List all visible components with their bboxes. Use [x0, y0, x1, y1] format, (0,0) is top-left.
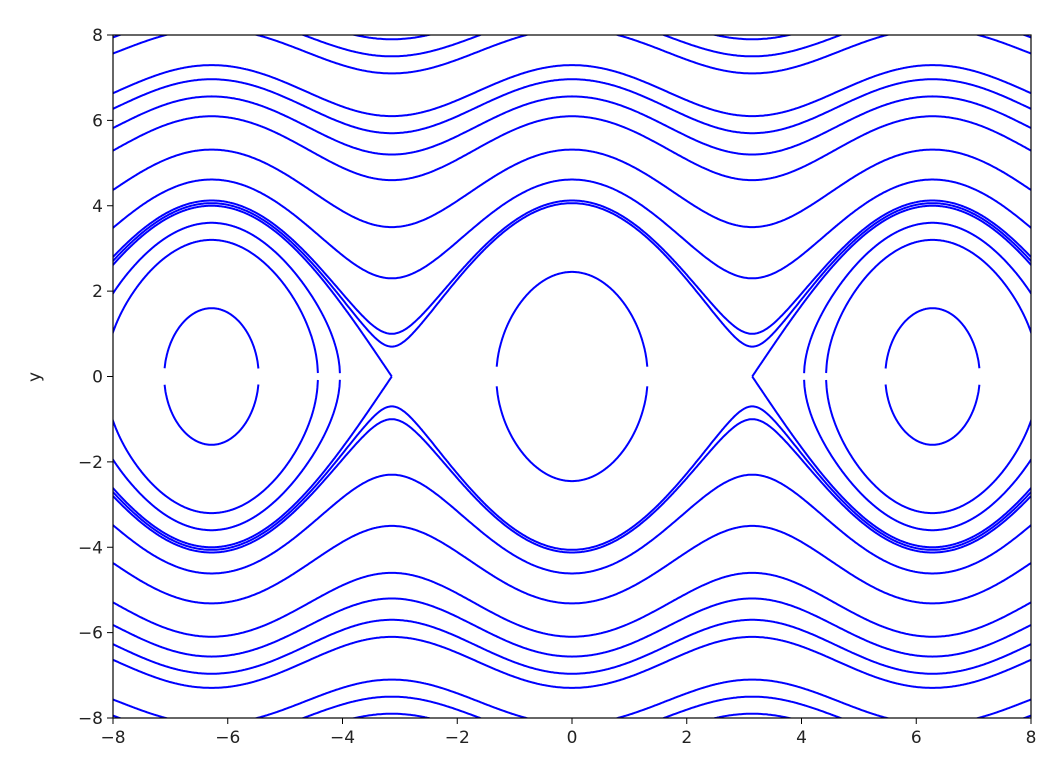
closed-orbit-upper [825, 238, 1031, 374]
open-orbit-upper [113, 115, 1031, 182]
closed-orbit-lower [113, 375, 393, 549]
closed-orbit-lower [113, 379, 319, 515]
open-orbit-lower [113, 524, 1031, 605]
closed-orbit-lower [113, 379, 341, 532]
y-tick-label: −6 [78, 624, 103, 644]
closed-orbit-upper [884, 307, 981, 369]
closed-orbit-lower [495, 386, 649, 483]
closed-orbit-lower [163, 384, 260, 446]
closed-orbit-lower [884, 384, 981, 446]
x-axis: −8 −6 −4 −2 0 2 4 6 8 [100, 718, 1036, 748]
open-orbit-lower [113, 597, 1031, 658]
closed-orbit-lower [825, 379, 1031, 515]
closed-orbit-lower [751, 375, 1031, 549]
closed-orbit-upper [113, 204, 393, 378]
closed-orbit-upper [751, 204, 1031, 378]
closed-orbit-upper [113, 221, 341, 374]
open-orbit-upper [113, 64, 1031, 118]
x-tick-label: −2 [445, 728, 470, 748]
x-tick-label: 8 [1026, 728, 1037, 748]
open-orbit-lower [113, 473, 1031, 575]
trajectories [113, 35, 1031, 718]
x-tick-label: 4 [796, 728, 807, 748]
closed-orbit-upper [113, 238, 319, 374]
x-tick-label: −6 [215, 728, 240, 748]
open-orbit-upper [350, 35, 794, 41]
open-orbit-upper [113, 202, 1031, 348]
closed-orbit-upper [495, 270, 649, 367]
open-orbit-lower [113, 571, 1031, 638]
open-orbit-lower [113, 418, 1031, 554]
y-tick-label: −2 [78, 453, 103, 473]
closed-orbit-lower [803, 379, 1031, 532]
y-tick-label: 8 [92, 26, 103, 46]
closed-orbit-upper [803, 221, 1031, 374]
y-tick-label: 0 [92, 368, 103, 388]
open-orbit-lower [113, 678, 1031, 718]
x-tick-label: 6 [911, 728, 922, 748]
x-tick-label: 0 [567, 728, 578, 748]
y-tick-label: −4 [78, 538, 103, 558]
y-axis: −8 −6 −4 −2 0 2 4 6 8 [78, 26, 113, 729]
y-tick-label: 2 [92, 282, 103, 302]
plot-frame [112, 34, 1032, 719]
open-orbit-upper [113, 95, 1031, 156]
y-axis-label: y [25, 372, 45, 382]
open-orbit-upper [113, 178, 1031, 280]
x-tick-label: 2 [681, 728, 692, 748]
x-axis-label: x [567, 777, 577, 780]
open-orbit-upper [113, 199, 1031, 335]
open-orbit-upper [113, 78, 1031, 135]
x-tick-label: −4 [330, 728, 355, 748]
y-tick-label: 4 [92, 197, 103, 217]
closed-orbit-upper [163, 307, 260, 369]
open-orbit-lower [113, 405, 1031, 551]
open-orbit-upper [113, 35, 1031, 75]
open-orbit-lower [113, 635, 1031, 689]
open-orbit-lower [113, 618, 1031, 675]
y-tick-label: −8 [78, 709, 103, 729]
x-tick-label: −8 [100, 728, 125, 748]
y-tick-label: 6 [92, 111, 103, 131]
open-orbit-upper [113, 148, 1031, 229]
